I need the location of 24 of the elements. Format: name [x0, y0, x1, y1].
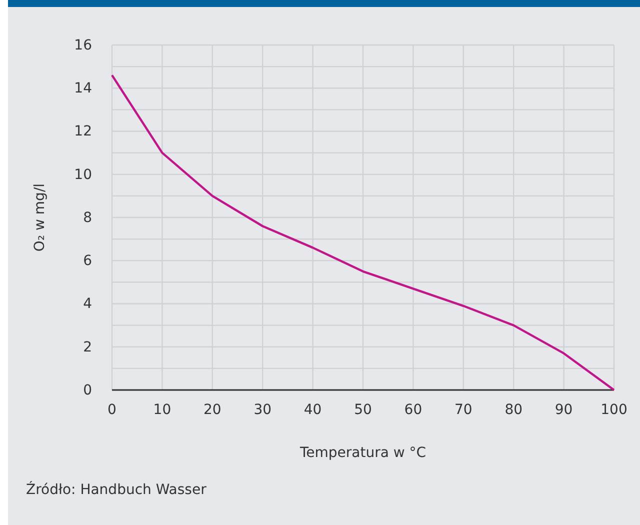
- y-tick-label: 0: [83, 382, 92, 398]
- x-tick-label: 50: [354, 402, 372, 418]
- x-tick-label: 100: [600, 402, 628, 418]
- y-tick-label: 16: [74, 37, 92, 54]
- y-tick-label: 2: [83, 339, 92, 356]
- line-series: [110, 74, 616, 392]
- x-tick-label: 20: [203, 402, 222, 418]
- x-tick-label: 40: [304, 402, 322, 418]
- x-tick-label: 70: [454, 402, 472, 418]
- y-tick-label: 12: [74, 124, 92, 140]
- x-tick-label: 30: [254, 402, 272, 418]
- x-tick-label: 10: [153, 402, 172, 418]
- x-tick-label: 80: [504, 402, 523, 418]
- y-tick-label: 6: [83, 253, 92, 270]
- x-tick-label: 0: [108, 402, 116, 418]
- x-tick-label: 60: [404, 402, 422, 418]
- y-axis-title: O₂ w mg/l: [32, 183, 48, 252]
- y-tick-label: 4: [83, 296, 92, 312]
- y-tick-label: 14: [74, 80, 92, 97]
- text: Źródło: Handbuch Wasser: [26, 481, 207, 498]
- x-tick-label: 90: [554, 402, 573, 418]
- y-tick-label: 8: [83, 210, 92, 226]
- y-tick-label: 10: [74, 166, 92, 183]
- x-axis-title: Temperatura w °C: [298, 445, 426, 461]
